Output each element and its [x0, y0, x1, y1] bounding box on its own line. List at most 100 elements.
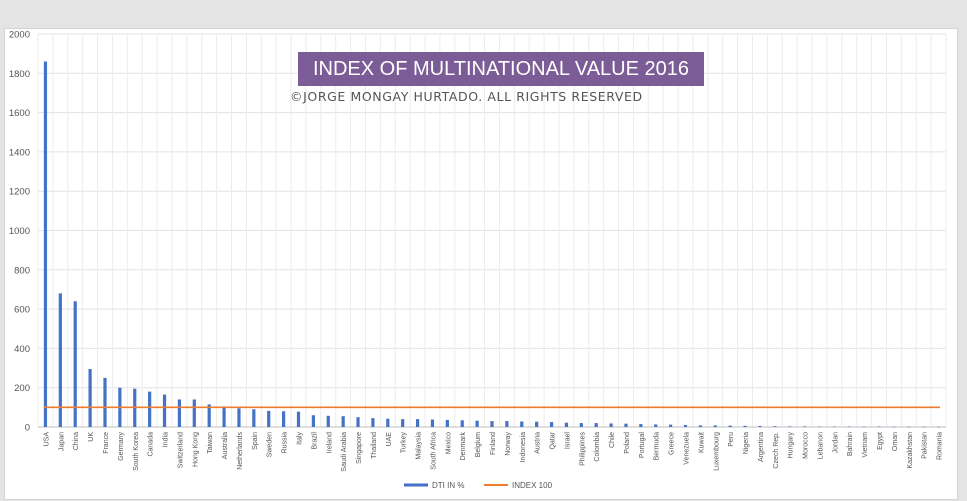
bar-morocco — [802, 426, 807, 427]
bar-egypt — [877, 426, 881, 428]
x-tick-label: Japan — [58, 432, 65, 451]
bar-kuwait — [698, 425, 702, 427]
x-tick-label: Spain — [252, 432, 259, 450]
x-tick-label: Greece — [669, 432, 676, 455]
x-tick-label: Bermuda — [654, 432, 661, 461]
x-tick-label: Italy — [296, 432, 303, 445]
x-tick-label: Chile — [609, 432, 616, 448]
bar-pakistan — [922, 426, 926, 428]
bar-thailand — [371, 418, 375, 427]
x-tick-label: Egypt — [877, 432, 884, 450]
x-tick-label: Norway — [505, 432, 512, 456]
x-tick-label: Poland — [624, 432, 631, 454]
bar-italy — [296, 411, 301, 427]
x-tick-label: Denmark — [460, 432, 467, 461]
x-tick-label: Philippines — [579, 432, 586, 466]
bar-switzerland — [177, 399, 182, 427]
y-tick-label: 1000 — [9, 226, 30, 237]
x-tick-label: Hungary — [788, 432, 795, 459]
bar-saudi-arabia — [341, 416, 345, 427]
x-tick-label: South Korea — [133, 432, 140, 471]
bar-australia — [222, 406, 226, 427]
bars-series — [43, 61, 941, 428]
bar-uk — [88, 369, 92, 427]
bar-mexico — [445, 419, 449, 427]
x-tick-label: Nigeria — [743, 432, 750, 454]
bar-kazakhstan — [907, 426, 911, 428]
y-tick-label: 400 — [14, 344, 30, 355]
x-tick-label: Hong Kong — [192, 432, 199, 467]
bar-oman — [892, 426, 896, 428]
legend-label-dti: DTI IN % — [432, 481, 464, 490]
bar-hong-kong — [192, 399, 196, 427]
bar-russia — [282, 411, 286, 427]
x-tick-label: Morocco — [803, 432, 810, 459]
y-tick-label: 200 — [14, 383, 30, 394]
bar-philippines — [579, 423, 583, 427]
bar-luxembourg — [713, 425, 717, 427]
x-tick-label: South Africa — [430, 432, 437, 470]
bar-greece — [669, 424, 673, 427]
x-tick-label: Saudi Arabia — [341, 432, 348, 472]
x-tick-label: Portugal — [639, 432, 646, 459]
bar-lebanon — [817, 426, 822, 428]
x-tick-label: Canada — [148, 432, 155, 457]
bar-peru — [728, 425, 732, 427]
x-tick-label: Luxembourg — [713, 432, 720, 471]
x-tick-label: UAE — [386, 432, 393, 447]
x-tick-label: Peru — [728, 432, 735, 447]
bar-portugal — [639, 424, 643, 427]
x-tick-label: Czech Rep. — [773, 432, 780, 469]
x-tick-label: Oman — [892, 432, 899, 451]
x-tick-label: Belgium — [475, 432, 482, 457]
x-tick-label: Pakistan — [922, 432, 929, 459]
bar-venezuela — [683, 425, 688, 427]
bar-norway — [505, 421, 509, 427]
bar-denmark — [460, 420, 464, 427]
bar-south-africa — [430, 419, 435, 427]
x-tick-label: Romania — [937, 432, 944, 460]
bar-qatar — [549, 422, 554, 427]
bar-nigeria — [743, 425, 747, 427]
bar-chile — [609, 423, 613, 427]
bar-bahrain — [847, 426, 851, 428]
x-tick-label: Israel — [564, 432, 571, 450]
bar-uae — [386, 418, 390, 427]
bar-sweden — [267, 410, 271, 427]
bar-hungary — [788, 426, 792, 427]
bar-japan — [58, 293, 62, 427]
x-tick-label: Venezuela — [684, 432, 691, 465]
bar-netherlands — [237, 408, 241, 427]
bar-taiwan — [207, 404, 211, 427]
x-tick-label: China — [73, 432, 80, 450]
y-tick-label: 800 — [14, 265, 30, 276]
x-tick-label: Netherlands — [237, 432, 244, 470]
bar-argentina — [758, 426, 762, 427]
x-tick-label: Taiwan — [207, 432, 214, 454]
x-tick-label: Bahrain — [847, 432, 854, 456]
y-axis-ticks: 0 200 400 600 800 1000 1200 1400 1600 1800 2000 — [9, 30, 30, 434]
chart-title: INDEX OF MULTINATIONAL VALUE 2016 — [298, 52, 704, 86]
chart-subtitle: ©JORGE MONGAY HURTADO. ALL RIGHTS RESERV… — [290, 89, 643, 104]
bar-vietnam — [862, 426, 866, 428]
x-tick-label: Malaysia — [416, 432, 423, 460]
bar-indonesia — [520, 421, 524, 427]
x-tick-label: Austria — [535, 432, 542, 454]
y-tick-label: 1200 — [9, 187, 30, 198]
x-tick-label: Switzerland — [177, 432, 184, 468]
x-tick-label: France — [103, 432, 110, 454]
bar-colombia — [594, 423, 598, 427]
bar-jordan — [832, 426, 836, 428]
x-tick-label: Brazil — [311, 432, 318, 450]
x-tick-label: Argentina — [758, 432, 765, 462]
x-tick-label: Sweden — [267, 432, 274, 457]
bar-belgium — [475, 420, 479, 427]
x-tick-label: Colombia — [594, 432, 601, 462]
bar-india — [162, 394, 167, 427]
x-tick-label: Russia — [282, 432, 289, 454]
bar-ireland — [326, 415, 330, 427]
x-tick-label: Singapore — [356, 432, 363, 464]
y-tick-label: 1400 — [9, 147, 30, 158]
bar-israel — [564, 422, 569, 427]
